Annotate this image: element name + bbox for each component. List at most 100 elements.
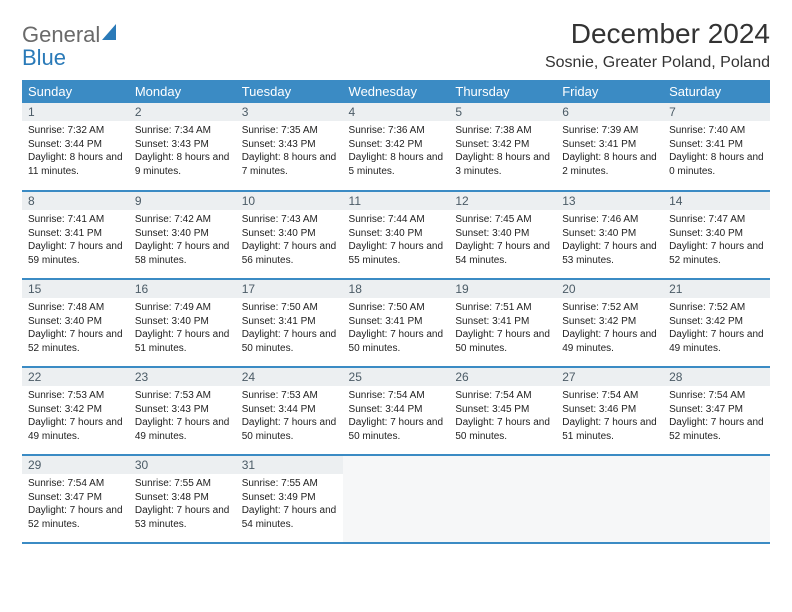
day-number: 31 xyxy=(236,456,343,474)
calendar-day-cell: 19Sunrise: 7:51 AMSunset: 3:41 PMDayligh… xyxy=(449,279,556,367)
sunset-line: Sunset: 3:49 PM xyxy=(242,491,337,505)
sunrise-line: Sunrise: 7:51 AM xyxy=(455,301,550,315)
daylight-line: Daylight: 7 hours and 49 minutes. xyxy=(562,328,657,355)
weekday-header: Monday xyxy=(129,80,236,103)
day-details: Sunrise: 7:47 AMSunset: 3:40 PMDaylight:… xyxy=(663,210,770,273)
sunset-line: Sunset: 3:45 PM xyxy=(455,403,550,417)
sunset-line: Sunset: 3:47 PM xyxy=(28,491,123,505)
day-number: 23 xyxy=(129,368,236,386)
sunrise-line: Sunrise: 7:54 AM xyxy=(562,389,657,403)
day-number: 5 xyxy=(449,103,556,121)
sunrise-line: Sunrise: 7:35 AM xyxy=(242,124,337,138)
calendar-day-cell: 17Sunrise: 7:50 AMSunset: 3:41 PMDayligh… xyxy=(236,279,343,367)
calendar-body: 1Sunrise: 7:32 AMSunset: 3:44 PMDaylight… xyxy=(22,103,770,543)
day-details: Sunrise: 7:34 AMSunset: 3:43 PMDaylight:… xyxy=(129,121,236,184)
day-details: Sunrise: 7:55 AMSunset: 3:48 PMDaylight:… xyxy=(129,474,236,537)
daylight-line: Daylight: 7 hours and 53 minutes. xyxy=(562,240,657,267)
day-number: 10 xyxy=(236,192,343,210)
sunset-line: Sunset: 3:44 PM xyxy=(242,403,337,417)
calendar-day-cell: 29Sunrise: 7:54 AMSunset: 3:47 PMDayligh… xyxy=(22,455,129,543)
day-details: Sunrise: 7:50 AMSunset: 3:41 PMDaylight:… xyxy=(236,298,343,361)
calendar-week-row: 1Sunrise: 7:32 AMSunset: 3:44 PMDaylight… xyxy=(22,103,770,191)
calendar-day-cell: 3Sunrise: 7:35 AMSunset: 3:43 PMDaylight… xyxy=(236,103,343,191)
day-details: Sunrise: 7:55 AMSunset: 3:49 PMDaylight:… xyxy=(236,474,343,537)
day-details: Sunrise: 7:52 AMSunset: 3:42 PMDaylight:… xyxy=(556,298,663,361)
day-details: Sunrise: 7:41 AMSunset: 3:41 PMDaylight:… xyxy=(22,210,129,273)
sunset-line: Sunset: 3:41 PM xyxy=(242,315,337,329)
daylight-line: Daylight: 7 hours and 52 minutes. xyxy=(28,328,123,355)
daylight-line: Daylight: 7 hours and 54 minutes. xyxy=(242,504,337,531)
day-details: Sunrise: 7:39 AMSunset: 3:41 PMDaylight:… xyxy=(556,121,663,184)
day-number: 14 xyxy=(663,192,770,210)
sunset-line: Sunset: 3:44 PM xyxy=(349,403,444,417)
daylight-line: Daylight: 7 hours and 51 minutes. xyxy=(562,416,657,443)
sunrise-line: Sunrise: 7:42 AM xyxy=(135,213,230,227)
sunset-line: Sunset: 3:40 PM xyxy=(669,227,764,241)
calendar-page: General Blue December 2024 Sosnie, Great… xyxy=(0,0,792,562)
day-number: 18 xyxy=(343,280,450,298)
day-number: 11 xyxy=(343,192,450,210)
sunrise-line: Sunrise: 7:44 AM xyxy=(349,213,444,227)
day-details: Sunrise: 7:53 AMSunset: 3:43 PMDaylight:… xyxy=(129,386,236,449)
weekday-header: Friday xyxy=(556,80,663,103)
sunset-line: Sunset: 3:46 PM xyxy=(562,403,657,417)
location-text: Sosnie, Greater Poland, Poland xyxy=(545,54,770,72)
day-details: Sunrise: 7:36 AMSunset: 3:42 PMDaylight:… xyxy=(343,121,450,184)
daylight-line: Daylight: 7 hours and 51 minutes. xyxy=(135,328,230,355)
weekday-header: Sunday xyxy=(22,80,129,103)
sunrise-line: Sunrise: 7:52 AM xyxy=(669,301,764,315)
calendar-day-cell: 11Sunrise: 7:44 AMSunset: 3:40 PMDayligh… xyxy=(343,191,450,279)
sunrise-line: Sunrise: 7:39 AM xyxy=(562,124,657,138)
month-title: December 2024 xyxy=(545,18,770,50)
sunrise-line: Sunrise: 7:52 AM xyxy=(562,301,657,315)
sunset-line: Sunset: 3:42 PM xyxy=(455,138,550,152)
sunset-line: Sunset: 3:40 PM xyxy=(455,227,550,241)
daylight-line: Daylight: 7 hours and 53 minutes. xyxy=(135,504,230,531)
sunset-line: Sunset: 3:41 PM xyxy=(455,315,550,329)
sunrise-line: Sunrise: 7:54 AM xyxy=(28,477,123,491)
calendar-day-cell xyxy=(343,455,450,543)
day-details: Sunrise: 7:50 AMSunset: 3:41 PMDaylight:… xyxy=(343,298,450,361)
daylight-line: Daylight: 7 hours and 50 minutes. xyxy=(349,328,444,355)
sunset-line: Sunset: 3:41 PM xyxy=(28,227,123,241)
sunset-line: Sunset: 3:40 PM xyxy=(135,315,230,329)
calendar-day-cell: 24Sunrise: 7:53 AMSunset: 3:44 PMDayligh… xyxy=(236,367,343,455)
weekday-header: Saturday xyxy=(663,80,770,103)
weekday-header: Tuesday xyxy=(236,80,343,103)
calendar-day-cell: 31Sunrise: 7:55 AMSunset: 3:49 PMDayligh… xyxy=(236,455,343,543)
calendar-day-cell xyxy=(556,455,663,543)
sunset-line: Sunset: 3:42 PM xyxy=(28,403,123,417)
day-details: Sunrise: 7:53 AMSunset: 3:42 PMDaylight:… xyxy=(22,386,129,449)
sunset-line: Sunset: 3:40 PM xyxy=(242,227,337,241)
day-details: Sunrise: 7:54 AMSunset: 3:45 PMDaylight:… xyxy=(449,386,556,449)
sunrise-line: Sunrise: 7:43 AM xyxy=(242,213,337,227)
day-details: Sunrise: 7:35 AMSunset: 3:43 PMDaylight:… xyxy=(236,121,343,184)
daylight-line: Daylight: 7 hours and 50 minutes. xyxy=(349,416,444,443)
calendar-day-cell: 8Sunrise: 7:41 AMSunset: 3:41 PMDaylight… xyxy=(22,191,129,279)
calendar-day-cell: 6Sunrise: 7:39 AMSunset: 3:41 PMDaylight… xyxy=(556,103,663,191)
calendar-day-cell: 12Sunrise: 7:45 AMSunset: 3:40 PMDayligh… xyxy=(449,191,556,279)
sunrise-line: Sunrise: 7:41 AM xyxy=(28,213,123,227)
calendar-day-cell: 18Sunrise: 7:50 AMSunset: 3:41 PMDayligh… xyxy=(343,279,450,367)
day-number: 30 xyxy=(129,456,236,474)
day-number: 13 xyxy=(556,192,663,210)
daylight-line: Daylight: 8 hours and 2 minutes. xyxy=(562,151,657,178)
sunset-line: Sunset: 3:40 PM xyxy=(349,227,444,241)
day-details: Sunrise: 7:48 AMSunset: 3:40 PMDaylight:… xyxy=(22,298,129,361)
daylight-line: Daylight: 7 hours and 56 minutes. xyxy=(242,240,337,267)
daylight-line: Daylight: 8 hours and 0 minutes. xyxy=(669,151,764,178)
sunrise-line: Sunrise: 7:46 AM xyxy=(562,213,657,227)
day-number: 3 xyxy=(236,103,343,121)
sunrise-line: Sunrise: 7:36 AM xyxy=(349,124,444,138)
calendar-day-cell: 16Sunrise: 7:49 AMSunset: 3:40 PMDayligh… xyxy=(129,279,236,367)
sunrise-line: Sunrise: 7:50 AM xyxy=(242,301,337,315)
brand-logo: General Blue xyxy=(22,18,122,70)
day-details: Sunrise: 7:43 AMSunset: 3:40 PMDaylight:… xyxy=(236,210,343,273)
sunrise-line: Sunrise: 7:40 AM xyxy=(669,124,764,138)
daylight-line: Daylight: 7 hours and 52 minutes. xyxy=(28,504,123,531)
day-details: Sunrise: 7:42 AMSunset: 3:40 PMDaylight:… xyxy=(129,210,236,273)
daylight-line: Daylight: 7 hours and 49 minutes. xyxy=(28,416,123,443)
calendar-day-cell: 4Sunrise: 7:36 AMSunset: 3:42 PMDaylight… xyxy=(343,103,450,191)
title-block: December 2024 Sosnie, Greater Poland, Po… xyxy=(545,18,770,72)
calendar-day-cell: 30Sunrise: 7:55 AMSunset: 3:48 PMDayligh… xyxy=(129,455,236,543)
